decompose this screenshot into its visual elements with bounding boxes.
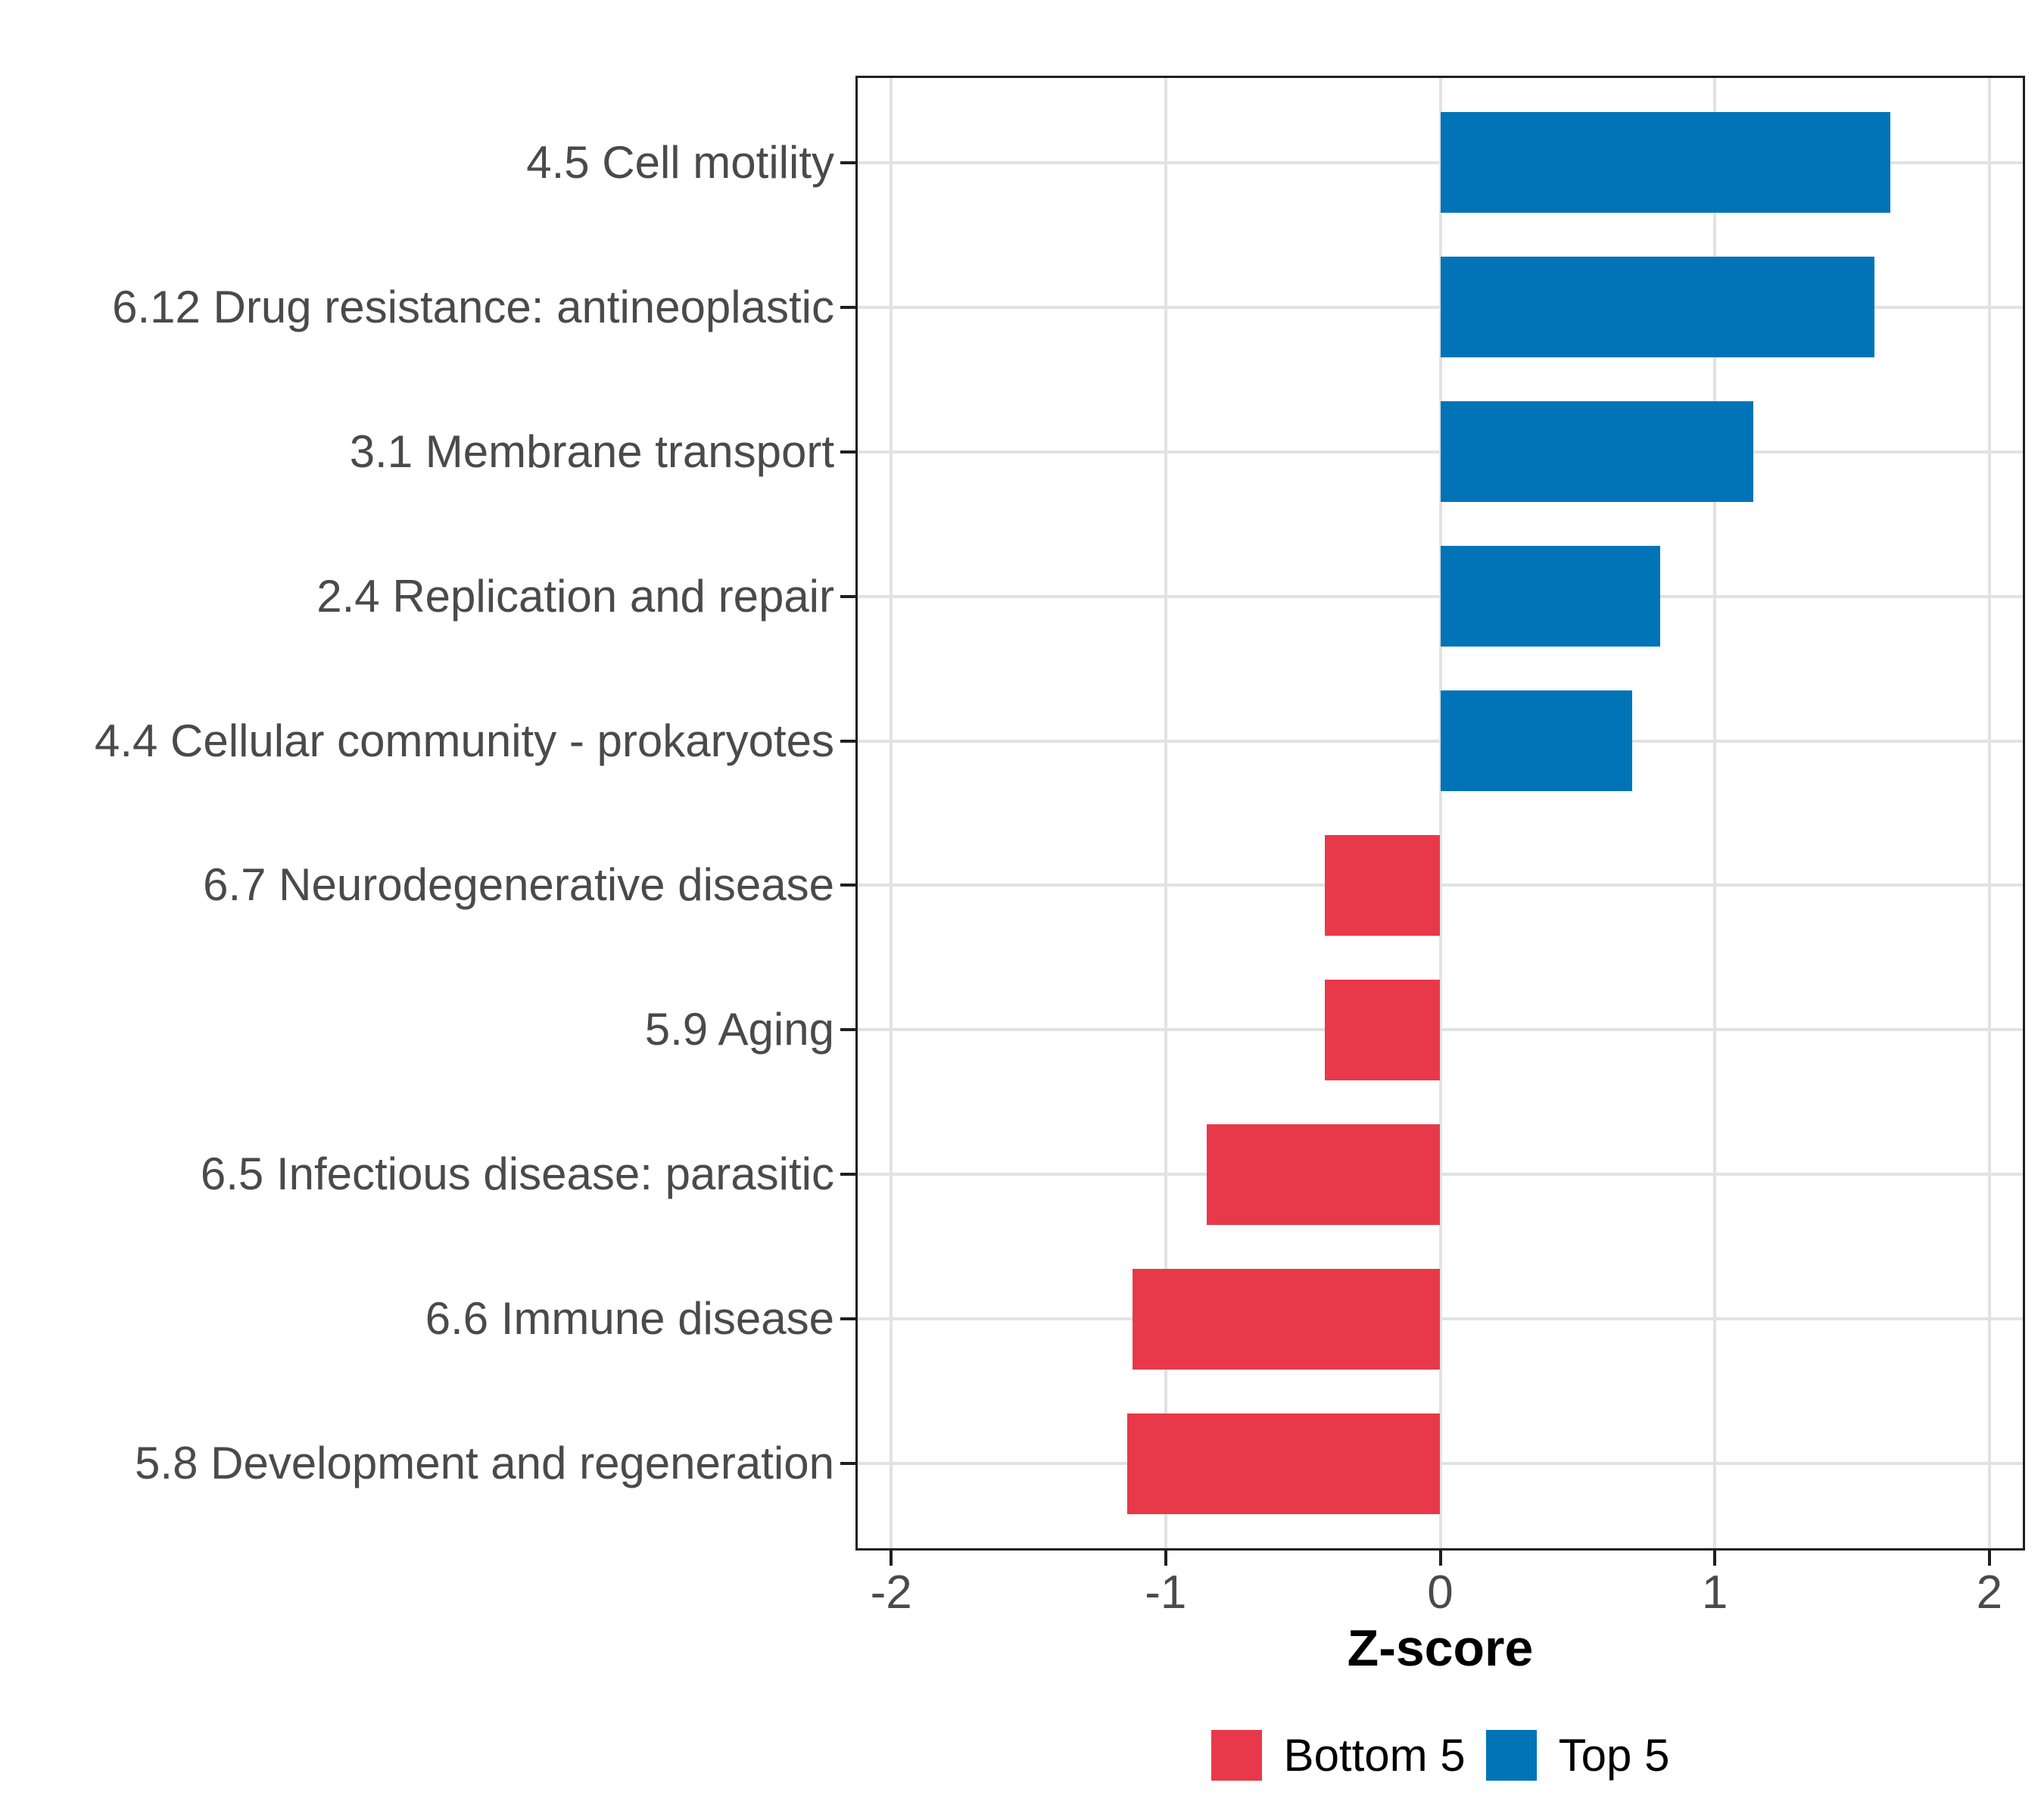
y-axis-category-label: 3.1 Membrane transport bbox=[349, 425, 834, 477]
y-axis-category-label: 4.5 Cell motility bbox=[526, 136, 834, 188]
y-axis-tick bbox=[840, 739, 855, 743]
y-axis-tick bbox=[840, 450, 855, 453]
y-axis-tick bbox=[840, 161, 855, 164]
y-axis-tick bbox=[840, 1317, 855, 1321]
x-axis-tick-label: -2 bbox=[870, 1566, 912, 1619]
bar bbox=[1440, 111, 1891, 213]
y-axis-tick bbox=[840, 1173, 855, 1177]
y-gridline bbox=[855, 884, 2025, 887]
bar bbox=[1440, 256, 1874, 358]
y-gridline bbox=[855, 1317, 2025, 1321]
bar bbox=[1325, 979, 1441, 1081]
x-axis-tick bbox=[1987, 1551, 1991, 1566]
legend: Bottom 5 Top 5 bbox=[855, 1730, 2025, 1781]
bar bbox=[1207, 1124, 1441, 1226]
y-axis-category-label: 5.8 Development and regeneration bbox=[135, 1438, 834, 1489]
bar bbox=[1440, 690, 1633, 792]
y-gridline bbox=[855, 1462, 2025, 1466]
y-axis-category-label: 6.7 Neurodegenerative disease bbox=[203, 859, 834, 911]
x-axis-tick bbox=[1713, 1551, 1717, 1566]
legend-label: Bottom 5 bbox=[1283, 1730, 1466, 1781]
y-axis-tick bbox=[840, 305, 855, 309]
y-axis-tick bbox=[840, 1462, 855, 1466]
x-gridline bbox=[890, 76, 893, 1551]
x-axis-tick-label: 1 bbox=[1701, 1566, 1728, 1619]
y-axis-category-label: 6.6 Immune disease bbox=[425, 1293, 834, 1345]
y-gridline bbox=[855, 1173, 2025, 1177]
x-axis-tick-label: 2 bbox=[1976, 1566, 2003, 1619]
y-axis-category-label: 4.4 Cellular community - prokaryotes bbox=[94, 715, 834, 766]
bar bbox=[1127, 1413, 1441, 1515]
x-axis-tick bbox=[890, 1551, 893, 1566]
y-axis-tick bbox=[840, 1028, 855, 1032]
y-axis-tick bbox=[840, 884, 855, 887]
bar bbox=[1440, 545, 1660, 647]
y-axis-category-label: 2.4 Replication and repair bbox=[316, 570, 834, 622]
bar bbox=[1440, 400, 1753, 503]
x-gridline bbox=[1164, 76, 1167, 1551]
legend-item: Bottom 5 bbox=[1211, 1730, 1466, 1781]
plot-panel bbox=[855, 76, 2025, 1551]
bar bbox=[1133, 1268, 1441, 1370]
bar bbox=[1325, 834, 1441, 937]
x-axis-tick bbox=[1438, 1551, 1442, 1566]
x-axis-tick-label: -1 bbox=[1145, 1566, 1187, 1619]
legend-swatch bbox=[1485, 1730, 1537, 1781]
y-axis-category-label: 5.9 Aging bbox=[644, 1004, 834, 1055]
legend-item: Top 5 bbox=[1485, 1730, 1670, 1781]
x-axis-tick bbox=[1164, 1551, 1167, 1566]
x-gridline bbox=[1987, 76, 1991, 1551]
legend-swatch bbox=[1211, 1730, 1262, 1781]
y-axis-category-label: 6.12 Drug resistance: antineoplastic bbox=[112, 281, 834, 332]
legend-label: Top 5 bbox=[1558, 1730, 1670, 1781]
x-axis-tick-label: 0 bbox=[1427, 1566, 1454, 1619]
x-axis-title: Z-score bbox=[1347, 1619, 1534, 1677]
y-axis-category-label: 6.5 Infectious disease: parasitic bbox=[200, 1148, 834, 1200]
y-axis-tick bbox=[840, 594, 855, 598]
y-gridline bbox=[855, 1028, 2025, 1032]
x-gridline bbox=[1438, 76, 1442, 1551]
x-gridline bbox=[1713, 76, 1717, 1551]
